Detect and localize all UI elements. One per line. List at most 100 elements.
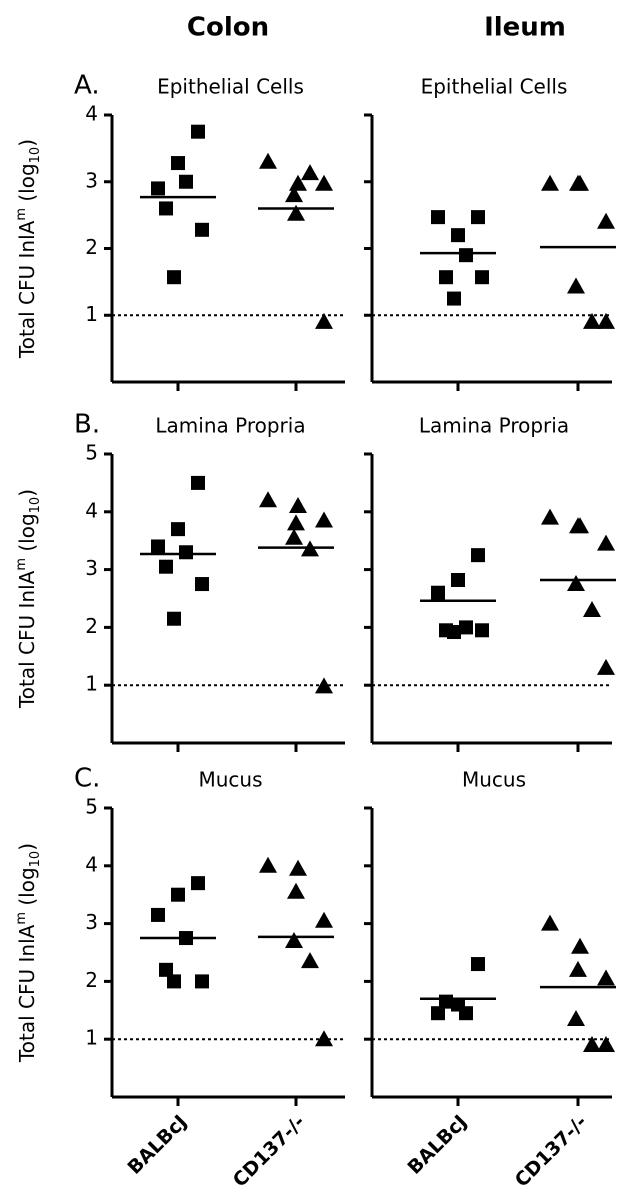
y-axis-label-part: )	[15, 139, 39, 147]
triangle-point	[541, 174, 559, 191]
triangle-point	[597, 534, 615, 551]
triangle-point	[285, 528, 303, 545]
triangle-point	[315, 911, 333, 928]
x-tick-label: CD137-/-	[229, 1111, 310, 1192]
y-axis-label-part: m	[14, 208, 29, 221]
y-axis-label-part: )	[15, 489, 39, 497]
column-title: Colon	[187, 13, 269, 43]
triangle-point	[571, 937, 589, 954]
y-axis-label-part: )	[15, 843, 39, 851]
square-point	[195, 577, 209, 592]
square-point	[439, 994, 453, 1009]
triangle-point	[597, 312, 615, 329]
triangle-point	[259, 491, 277, 508]
triangle-point	[569, 517, 587, 534]
y-tick-label: 2	[85, 235, 98, 259]
square-point	[159, 962, 173, 977]
y-axis-label-part: Total CFU InlA	[15, 924, 39, 1063]
square-point	[191, 876, 205, 891]
triangle-point	[287, 204, 305, 221]
square-point	[191, 124, 205, 139]
square-point	[159, 201, 173, 216]
square-point	[179, 174, 193, 189]
square-point	[191, 475, 205, 490]
square-point	[447, 625, 461, 640]
square-point	[167, 270, 181, 285]
y-axis-label-part: Total CFU InlA	[15, 220, 39, 359]
y-tick-label: 3	[85, 168, 98, 192]
square-point	[475, 623, 489, 638]
x-tick-label: BALBcJ	[123, 1111, 191, 1179]
triangle-point	[259, 152, 277, 169]
triangle-point	[287, 882, 305, 899]
triangle-point	[285, 931, 303, 948]
triangle-point	[289, 859, 307, 876]
triangle-point	[567, 575, 585, 592]
square-point	[195, 222, 209, 237]
triangle-point	[569, 960, 587, 977]
square-point	[471, 957, 485, 972]
y-axis-label-part: (log	[15, 513, 39, 558]
y-tick-label: 4	[85, 102, 98, 126]
square-point	[471, 210, 485, 225]
triangle-point	[583, 1035, 601, 1052]
panel-title: Lamina Propria	[155, 414, 305, 438]
triangle-point	[315, 312, 333, 329]
triangle-point	[597, 1035, 615, 1052]
square-point	[459, 1006, 473, 1021]
y-tick-label: 5	[85, 441, 98, 465]
triangle-point	[597, 212, 615, 229]
square-point	[167, 974, 181, 989]
y-axis-label-part: 10	[28, 851, 43, 868]
triangle-point	[289, 497, 307, 514]
triangle-point	[541, 508, 559, 525]
panel-title: Mucus	[462, 768, 526, 792]
x-tick-label: BALBcJ	[403, 1111, 471, 1179]
y-tick-label: 2	[85, 614, 98, 638]
square-point	[431, 585, 445, 600]
panel-letter: B.	[74, 410, 100, 440]
y-axis-label-part: 10	[28, 497, 43, 514]
square-point	[451, 228, 465, 243]
triangle-point	[567, 277, 585, 294]
square-point	[431, 210, 445, 225]
triangle-point	[285, 186, 303, 203]
triangle-point	[289, 174, 307, 191]
y-tick-label: 5	[85, 795, 98, 819]
square-point	[471, 548, 485, 563]
y-axis-label-part: m	[14, 912, 29, 925]
y-tick-label: 1	[85, 672, 98, 696]
triangle-point	[287, 514, 305, 531]
y-tick-label: 2	[85, 968, 98, 992]
triangle-point	[315, 511, 333, 528]
y-tick-label: 4	[85, 852, 98, 876]
column-title: Ileum	[484, 13, 566, 43]
y-axis-label: Total CFU InlAm (log10)	[14, 489, 43, 709]
square-point	[195, 974, 209, 989]
triangle-point	[315, 677, 333, 694]
square-point	[171, 887, 185, 902]
triangle-point	[597, 658, 615, 675]
y-tick-label: 3	[85, 556, 98, 580]
panel-title: Epithelial Cells	[421, 75, 568, 99]
panel-title: Lamina Propria	[419, 414, 569, 438]
y-axis-label-part: (log	[15, 163, 39, 208]
y-axis-label: Total CFU InlAm (log10)	[14, 843, 43, 1063]
square-point	[475, 270, 489, 285]
y-tick-label: 1	[85, 1026, 98, 1050]
y-axis-label-part: (log	[15, 867, 39, 912]
square-point	[451, 573, 465, 588]
triangle-point	[567, 1009, 585, 1026]
panel-letter: C.	[74, 764, 100, 794]
square-point	[159, 559, 173, 574]
y-tick-label: 1	[85, 302, 98, 326]
triangle-point	[315, 1030, 333, 1047]
square-point	[439, 270, 453, 285]
panel-title: Epithelial Cells	[157, 75, 304, 99]
x-tick-label: CD137-/-	[511, 1111, 592, 1192]
triangle-point	[541, 914, 559, 931]
triangle-point	[259, 856, 277, 873]
square-point	[459, 620, 473, 635]
square-point	[171, 156, 185, 171]
